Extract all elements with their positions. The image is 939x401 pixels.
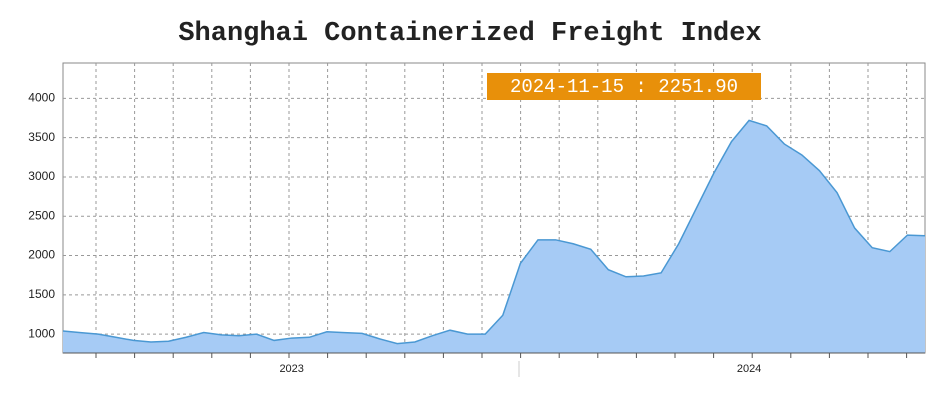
x-tick-label: 2023 [279,363,303,375]
y-tick-label: 1500 [28,287,55,301]
y-tick-label: 2500 [28,208,55,222]
y-tick-label: 4000 [28,91,55,105]
y-tick-label: 2000 [28,248,55,262]
area [63,120,925,353]
y-tick-label: 3500 [28,130,55,144]
annotation-box [487,73,761,100]
x-tick-label: 2024 [737,363,761,375]
y-tick-label: 3000 [28,169,55,183]
chart-title: Shanghai Containerized Freight Index [178,19,761,49]
y-tick-label: 1000 [28,326,55,340]
annotation: 2024-11-15 : 2251.90 [510,76,738,98]
line [62,119,926,345]
